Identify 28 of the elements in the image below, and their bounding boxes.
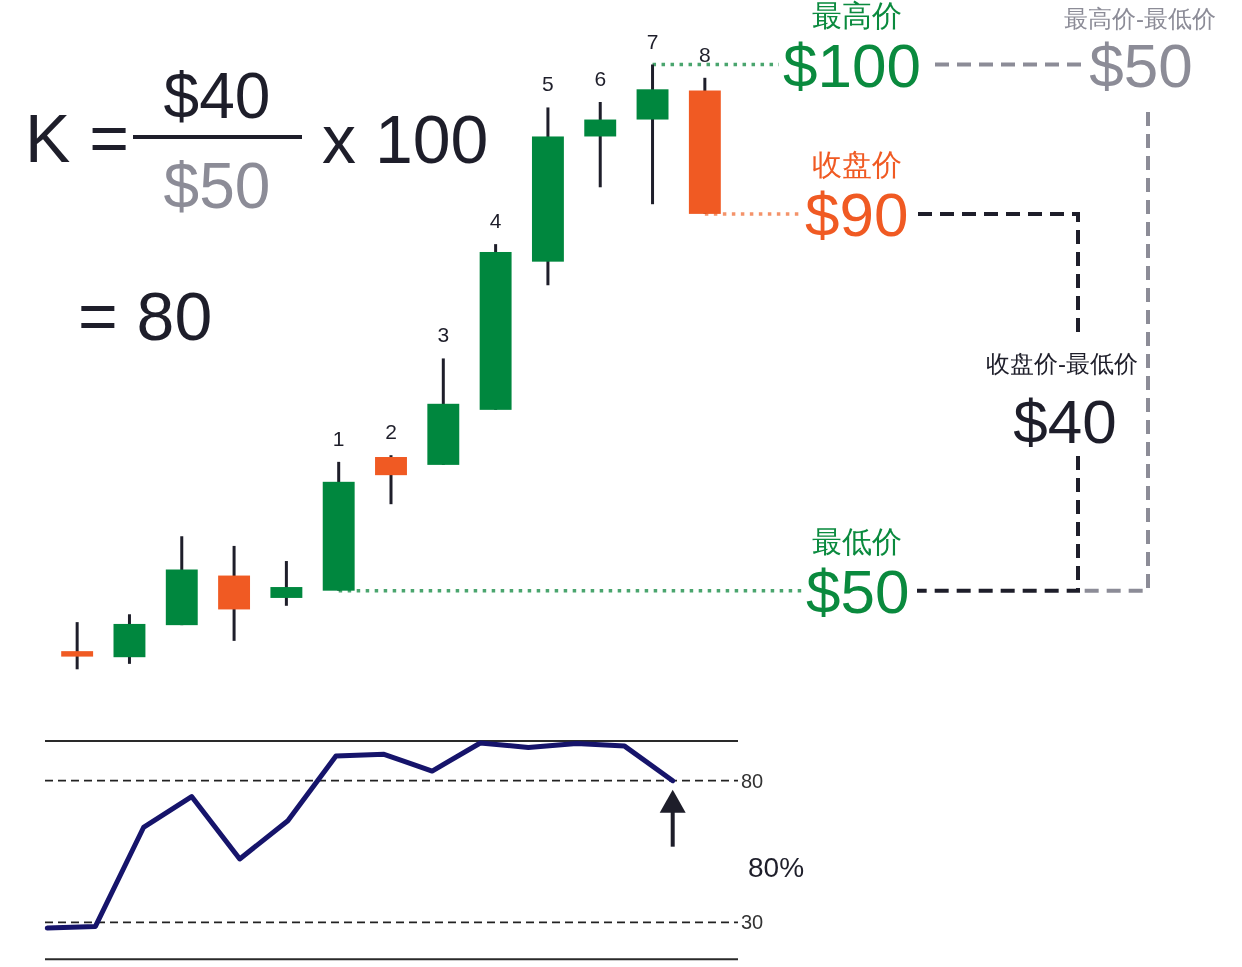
text: $50 (1089, 30, 1193, 100)
x-tick-label: 7 (646, 29, 659, 53)
ref-line-label: 80 (741, 769, 764, 792)
text: 最低价 (812, 524, 902, 558)
text: $40 (1013, 387, 1117, 456)
text: 收盘价 (812, 147, 902, 181)
annotation: K = (25, 100, 129, 176)
candlestick (584, 102, 617, 188)
annotation: $40 (163, 60, 271, 132)
text: 收盘价-最低价 (986, 350, 1138, 377)
annotation: x 100 (322, 101, 489, 177)
x-tick-label: 6 (594, 67, 607, 90)
annotation: $50 (806, 557, 910, 626)
annotation: $90 (805, 180, 909, 250)
candlestick (61, 622, 94, 670)
annotation: $100 (783, 30, 921, 100)
x-tick-label: 5 (542, 72, 554, 96)
text: 最高价 (812, 0, 902, 32)
ref-line-label: 30 (741, 911, 764, 934)
annotation: = 80 (78, 278, 213, 354)
x-tick-label: 2 (385, 420, 397, 444)
text: 80% (748, 852, 805, 883)
annotation: $50 (163, 150, 271, 222)
text: 最高价-最低价 (1064, 5, 1216, 32)
x-tick-label: 1 (332, 426, 345, 450)
x-tick-label: 4 (489, 209, 502, 233)
x-tick-label: 8 (699, 42, 711, 66)
x-tick-label: 3 (437, 323, 450, 347)
